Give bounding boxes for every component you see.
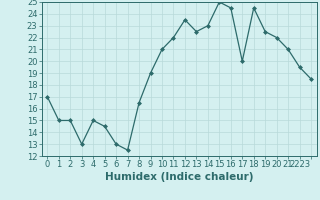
X-axis label: Humidex (Indice chaleur): Humidex (Indice chaleur) — [105, 172, 253, 182]
